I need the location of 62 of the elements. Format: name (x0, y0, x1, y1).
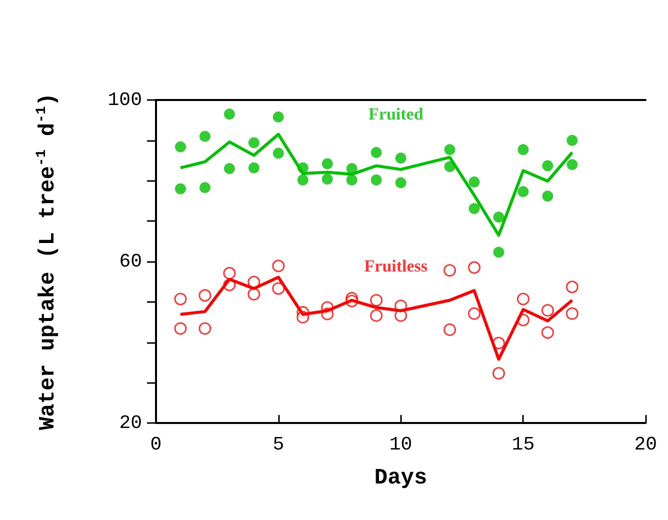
point (468, 203, 480, 214)
point (518, 186, 529, 198)
point (492, 367, 505, 380)
point (174, 292, 187, 306)
point (322, 158, 333, 170)
series-label: Fruitless (364, 256, 428, 276)
point (198, 289, 212, 302)
point (346, 174, 358, 186)
point (493, 246, 504, 258)
point (370, 146, 382, 158)
point (566, 159, 578, 170)
point (224, 108, 235, 120)
point (248, 162, 260, 174)
y-axis-title: Water uptake (L tree-1 d-1) (34, 92, 60, 430)
x-tick-label: 20 (634, 434, 658, 456)
point (198, 322, 212, 335)
y-tick-label: 100 (108, 89, 142, 111)
point (395, 152, 406, 164)
point (174, 141, 186, 152)
point (566, 307, 578, 320)
point (370, 294, 383, 307)
point (516, 292, 530, 306)
point (272, 148, 284, 159)
point (297, 174, 308, 186)
y-tick-label: 60 (119, 250, 142, 272)
point (322, 174, 333, 185)
point (541, 304, 554, 317)
point (493, 212, 504, 223)
point (370, 174, 382, 186)
point (444, 144, 456, 156)
point (566, 280, 578, 294)
point (468, 261, 480, 274)
x-tick-label: 5 (272, 434, 284, 456)
point (566, 134, 578, 146)
point (199, 182, 210, 194)
x-tick-label: 10 (389, 434, 412, 456)
x-tick-label: 15 (512, 434, 535, 456)
point (174, 183, 186, 194)
point (223, 266, 236, 280)
point (272, 260, 285, 272)
point (444, 323, 456, 336)
point (542, 160, 554, 172)
point (370, 309, 383, 322)
point (248, 288, 260, 300)
point (248, 137, 260, 148)
x-tick-label: 0 (150, 434, 162, 456)
point (541, 326, 554, 339)
point (272, 282, 285, 295)
point (272, 111, 284, 122)
point (468, 176, 480, 188)
series-label: Fruited (368, 104, 424, 124)
point (468, 307, 480, 320)
point (542, 190, 554, 202)
y-tick-label: 20 (119, 412, 142, 434)
point (174, 322, 187, 335)
x-axis-title: Days (374, 466, 428, 490)
point (199, 130, 210, 142)
point (395, 177, 406, 188)
point (224, 163, 235, 174)
line-series (178, 132, 574, 237)
point (444, 264, 456, 277)
point (518, 144, 529, 156)
